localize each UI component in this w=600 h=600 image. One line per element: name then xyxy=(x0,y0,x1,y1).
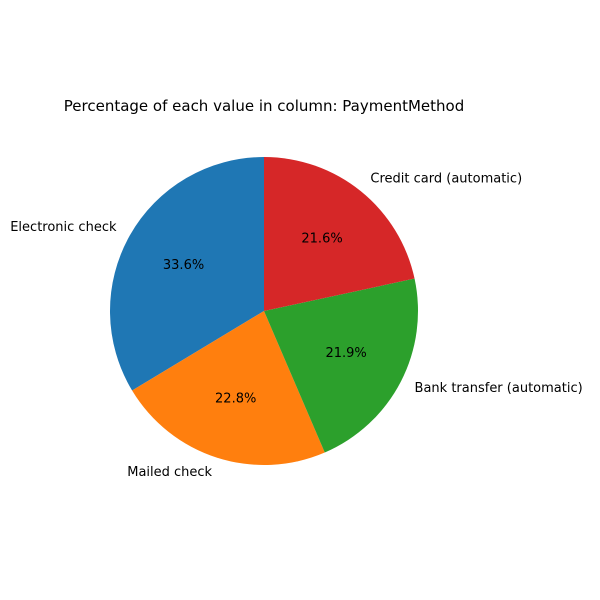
pie-labels: Electronic check 33.6% Mailed check 22.8% Ba… xyxy=(10,172,582,480)
slice-percent-mailed-check: 22.8% xyxy=(215,391,256,406)
slice-label-bank-transfer-automatic: Bank transfer (automatic) xyxy=(415,381,583,396)
slice-label-electronic-check: Electronic check xyxy=(10,220,117,235)
pie-slices xyxy=(109,157,418,466)
slice-percent-credit-card-automatic: 21.6% xyxy=(301,232,342,247)
slice-label-mailed-check: Mailed check xyxy=(127,465,212,480)
slice-percent-bank-transfer-automatic: 21.9% xyxy=(325,346,366,361)
slice-percent-electronic-check: 33.6% xyxy=(163,258,204,273)
slice-label-credit-card-automatic: Credit card (automatic) xyxy=(370,172,522,187)
pie-slice-bank-transfer-automatic xyxy=(264,278,418,453)
pie-slice-credit-card-automatic xyxy=(264,157,415,311)
pie-slice-electronic-check xyxy=(109,157,264,391)
chart-title: Percentage of each value in column: Paym… xyxy=(64,97,464,115)
pie-slice-mailed-check xyxy=(132,311,325,466)
